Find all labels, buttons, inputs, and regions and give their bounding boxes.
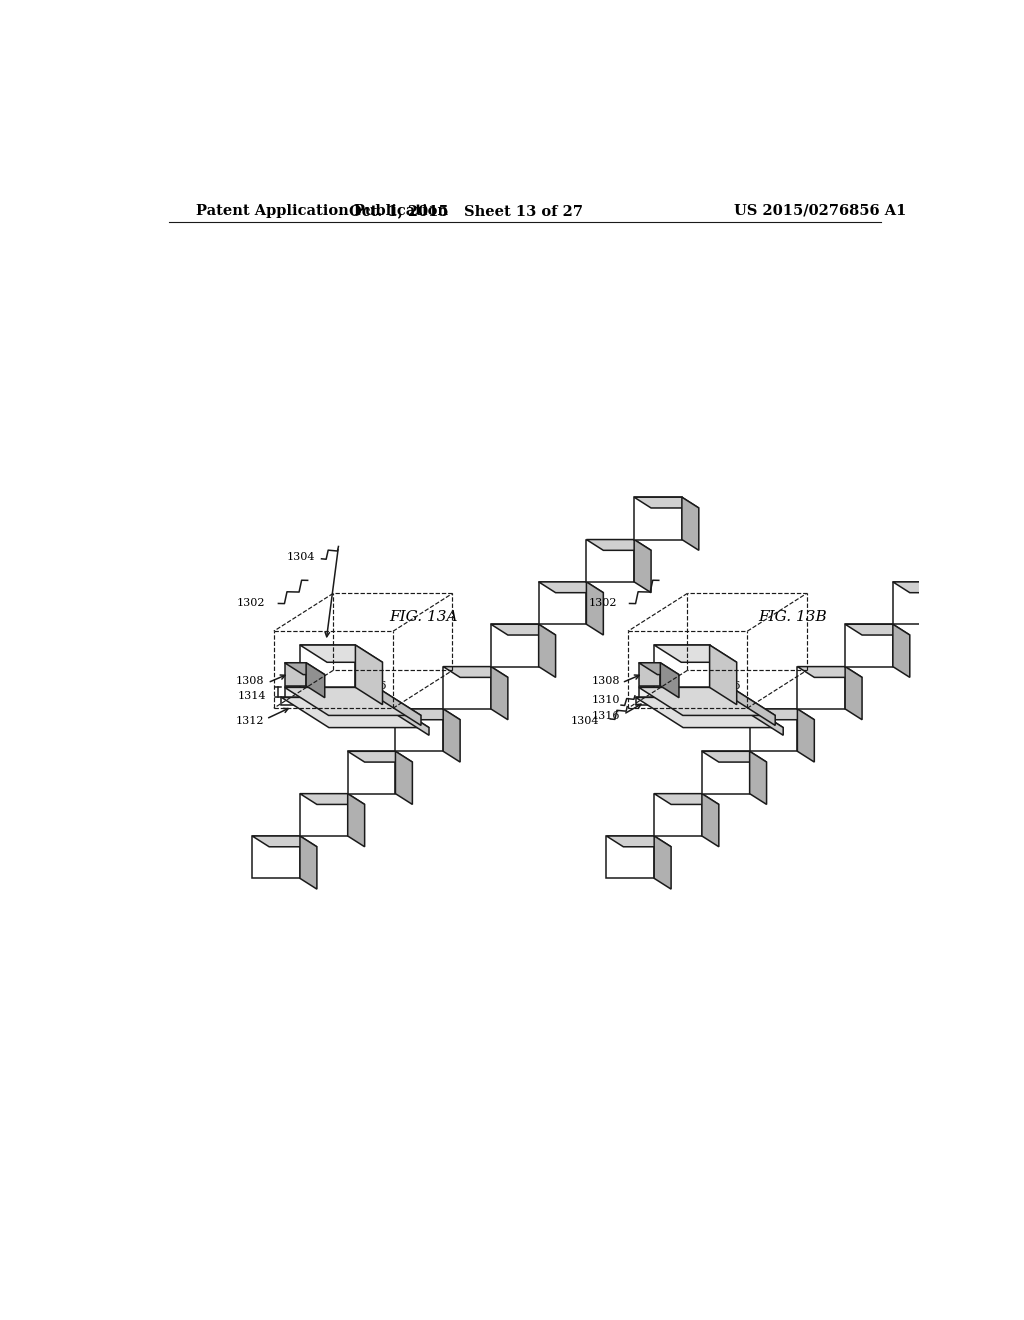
Polygon shape xyxy=(893,582,957,593)
Polygon shape xyxy=(636,697,783,727)
Polygon shape xyxy=(285,688,377,697)
Polygon shape xyxy=(654,793,701,836)
Polygon shape xyxy=(710,645,736,705)
Polygon shape xyxy=(395,709,443,751)
Polygon shape xyxy=(252,836,316,847)
Polygon shape xyxy=(750,709,798,751)
Text: FIG. 13B: FIG. 13B xyxy=(759,610,827,623)
Polygon shape xyxy=(845,624,909,635)
Polygon shape xyxy=(682,498,698,550)
Polygon shape xyxy=(443,667,508,677)
Polygon shape xyxy=(660,663,679,698)
Polygon shape xyxy=(490,667,508,719)
Text: US 2015/0276856 A1: US 2015/0276856 A1 xyxy=(733,203,906,218)
Polygon shape xyxy=(443,709,460,762)
Polygon shape xyxy=(306,663,325,698)
Text: 1308: 1308 xyxy=(592,676,621,686)
Polygon shape xyxy=(282,697,429,727)
Text: FIG. 13A: FIG. 13A xyxy=(389,610,458,623)
Polygon shape xyxy=(639,663,660,686)
Text: 1302: 1302 xyxy=(589,598,617,609)
Polygon shape xyxy=(893,582,941,624)
Text: 1316: 1316 xyxy=(592,711,621,721)
Polygon shape xyxy=(282,697,382,705)
Polygon shape xyxy=(285,663,306,686)
Polygon shape xyxy=(395,751,413,804)
Polygon shape xyxy=(893,624,909,677)
Polygon shape xyxy=(348,751,395,793)
Polygon shape xyxy=(377,688,421,726)
Polygon shape xyxy=(701,793,719,847)
Polygon shape xyxy=(636,697,736,705)
Polygon shape xyxy=(639,688,775,715)
Polygon shape xyxy=(285,663,325,675)
Text: Patent Application Publication: Patent Application Publication xyxy=(196,203,449,218)
Polygon shape xyxy=(701,751,767,762)
Polygon shape xyxy=(654,645,736,663)
Text: 1302: 1302 xyxy=(237,598,265,609)
Polygon shape xyxy=(634,498,698,508)
Text: 1314: 1314 xyxy=(238,690,266,701)
Polygon shape xyxy=(490,624,556,635)
Polygon shape xyxy=(798,709,814,762)
Text: 1312: 1312 xyxy=(713,705,741,714)
Polygon shape xyxy=(736,697,783,735)
Polygon shape xyxy=(490,624,539,667)
Text: 1310: 1310 xyxy=(358,696,387,705)
Polygon shape xyxy=(285,688,421,715)
Polygon shape xyxy=(300,836,316,890)
Polygon shape xyxy=(941,582,957,635)
Polygon shape xyxy=(988,540,1006,593)
Polygon shape xyxy=(750,709,814,719)
Polygon shape xyxy=(988,498,1024,508)
Text: 1310: 1310 xyxy=(592,696,621,705)
Polygon shape xyxy=(606,836,654,878)
Polygon shape xyxy=(798,667,845,709)
Polygon shape xyxy=(639,663,679,675)
Polygon shape xyxy=(300,793,365,804)
Polygon shape xyxy=(654,836,671,890)
Polygon shape xyxy=(252,836,300,878)
Polygon shape xyxy=(654,645,710,688)
Polygon shape xyxy=(587,582,603,635)
Text: 1306: 1306 xyxy=(358,681,387,690)
Polygon shape xyxy=(634,498,682,540)
Polygon shape xyxy=(587,540,651,550)
Polygon shape xyxy=(348,751,413,762)
Polygon shape xyxy=(539,582,603,593)
Text: 1312: 1312 xyxy=(237,715,264,726)
Polygon shape xyxy=(300,793,348,836)
Text: Oct. 1, 2015   Sheet 13 of 27: Oct. 1, 2015 Sheet 13 of 27 xyxy=(348,203,583,218)
Polygon shape xyxy=(988,498,1024,540)
Polygon shape xyxy=(798,667,862,677)
Polygon shape xyxy=(941,540,1006,550)
Polygon shape xyxy=(539,582,587,624)
Polygon shape xyxy=(587,540,634,582)
Polygon shape xyxy=(941,540,988,582)
Polygon shape xyxy=(539,624,556,677)
Polygon shape xyxy=(382,697,429,735)
Polygon shape xyxy=(731,688,775,726)
Polygon shape xyxy=(355,645,383,705)
Text: 1306: 1306 xyxy=(713,681,741,690)
Polygon shape xyxy=(639,688,731,697)
Polygon shape xyxy=(395,709,460,719)
Polygon shape xyxy=(634,540,651,593)
Polygon shape xyxy=(654,793,719,804)
Polygon shape xyxy=(443,667,490,709)
Text: 1304: 1304 xyxy=(571,715,599,726)
Polygon shape xyxy=(606,836,671,847)
Polygon shape xyxy=(300,645,383,663)
Polygon shape xyxy=(701,751,750,793)
Polygon shape xyxy=(750,751,767,804)
Polygon shape xyxy=(845,667,862,719)
Polygon shape xyxy=(348,793,365,847)
Polygon shape xyxy=(845,624,893,667)
Text: 1308: 1308 xyxy=(237,676,264,686)
Text: 1304: 1304 xyxy=(287,552,315,562)
Polygon shape xyxy=(300,645,355,688)
